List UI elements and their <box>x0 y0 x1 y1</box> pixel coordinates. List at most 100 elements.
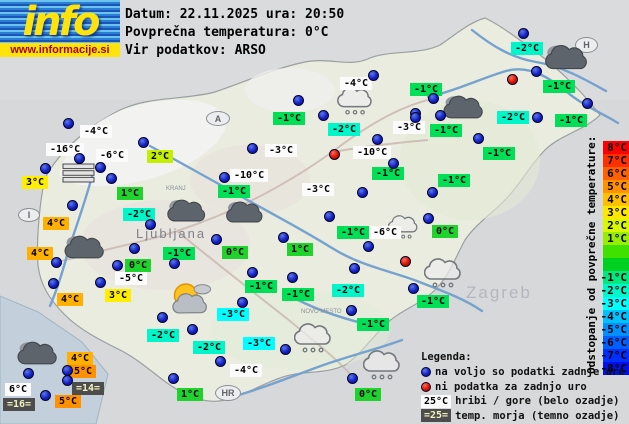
station-label: =14= <box>72 382 105 395</box>
country-badge-i: I <box>18 208 40 222</box>
station-dot-red <box>400 256 411 267</box>
station-dot-blue <box>247 267 258 278</box>
station-label: -10°C <box>353 146 392 159</box>
logo-url-link[interactable]: www.informacije.si <box>0 43 120 57</box>
station-dot-blue <box>74 153 85 164</box>
station-dot-blue <box>67 200 78 211</box>
station-label: 0°C <box>125 259 152 272</box>
station-label: -2°C <box>193 341 226 354</box>
scale-segment: 6°C <box>603 167 629 180</box>
scale-segment: -4°C <box>600 310 629 323</box>
station-label: -16°C <box>46 143 85 156</box>
station-dot-blue <box>145 219 156 230</box>
station-label: 4°C <box>67 352 94 365</box>
station-dot-blue <box>287 272 298 283</box>
station-label: -3°C <box>393 121 426 134</box>
scale-segment: 8°C <box>603 141 629 154</box>
station-label: -10°C <box>230 169 269 182</box>
station-dot-blue <box>168 373 179 384</box>
station-label: -1°C <box>438 174 471 187</box>
station-label: -1°C <box>273 112 306 125</box>
station-label: 5°C <box>70 365 97 378</box>
station-label: 4°C <box>43 217 70 230</box>
station-label: -1°C <box>372 167 405 180</box>
station-dot-blue <box>247 143 258 154</box>
blue-dot-icon <box>421 367 431 378</box>
legend-item: =25= temp. morja (temno ozadje) <box>421 409 625 424</box>
scale-title: Odstopanje od povprečne temperature: <box>585 135 598 374</box>
station-label: -2°C <box>328 123 361 136</box>
station-dot-red <box>329 149 340 160</box>
station-dot-blue <box>473 133 484 144</box>
station-label: 1°C <box>117 187 144 200</box>
station-label: -1°C <box>282 288 315 301</box>
station-label: -3°C <box>265 144 298 157</box>
station-label: -2°C <box>497 111 530 124</box>
cloud-drizzle-icon <box>337 86 375 116</box>
station-label: -4°C <box>80 125 113 138</box>
scale-segment <box>603 258 629 271</box>
scale-segment: -1°C <box>600 271 629 284</box>
station-label: -6°C <box>369 226 402 239</box>
scale-segment: -6°C <box>600 336 629 349</box>
station-dot-blue <box>357 187 368 198</box>
legend-item: na voljo so podatki zadnje ure <box>421 365 625 380</box>
station-dot-blue <box>363 241 374 252</box>
site-logo[interactable]: info <box>0 0 120 43</box>
station-label: -2°C <box>332 284 365 297</box>
station-dot-blue <box>48 278 59 289</box>
city-label: Ljubljana <box>136 226 207 241</box>
station-label: -1°C <box>543 80 576 93</box>
fog-icon <box>62 163 96 183</box>
cloud-dark-icon <box>17 339 61 366</box>
station-dot-blue <box>62 375 73 386</box>
station-label: 4°C <box>27 247 54 260</box>
station-dot-blue <box>280 344 291 355</box>
cloud-dark-icon <box>443 93 487 120</box>
scale-segment: -5°C <box>600 323 629 336</box>
station-dot-blue <box>63 118 74 129</box>
temperature-scale-bar: 8°C 7°C 6°C 5°C 4°C 3°C 2°C 1°C -1°C -2°C -3°C -4°C… <box>600 141 629 375</box>
red-dot-icon <box>421 381 431 392</box>
header-avg-temp-line: Povprečna temperatura: 0°C <box>125 25 329 40</box>
station-label: 0°C <box>432 225 459 238</box>
station-label: -3°C <box>302 183 335 196</box>
station-label: -1°C <box>555 114 588 127</box>
scale-segment <box>603 245 629 258</box>
station-dot-blue <box>531 66 542 77</box>
legend-item: ni podatka za zadnjo uro <box>421 380 625 395</box>
legend-item-text: hribi / gore (belo ozadje) <box>455 395 620 408</box>
station-dot-blue <box>51 257 62 268</box>
station-label: -1°C <box>163 247 196 260</box>
logo-text: info <box>22 0 100 43</box>
station-label: -1°C <box>218 185 251 198</box>
station-label: 1°C <box>287 243 314 256</box>
scale-segment: -2°C <box>600 284 629 297</box>
station-label: -1°C <box>337 226 370 239</box>
station-dot-blue <box>388 158 399 169</box>
station-dot-blue <box>427 187 438 198</box>
cloud-drizzle-icon <box>423 257 464 289</box>
station-label: 1°C <box>177 388 204 401</box>
header-source-line: Vir podatkov: ARSO <box>125 43 266 58</box>
city-label: NOVO MESTO <box>301 309 342 315</box>
legend-item-text: na voljo so podatki zadnje ure <box>435 366 625 379</box>
cloud-dark-icon <box>226 199 266 224</box>
station-dot-blue <box>347 373 358 384</box>
station-label: -5°C <box>115 272 148 285</box>
station-dot-blue <box>138 137 149 148</box>
legend: Legenda: na voljo so podatki zadnje ure n… <box>421 351 625 423</box>
station-label: -3°C <box>243 337 276 350</box>
station-label: 4°C <box>57 293 84 306</box>
station-dot-blue <box>349 263 360 274</box>
station-dot-blue <box>428 93 439 104</box>
station-label: 3°C <box>22 176 49 189</box>
station-label: -4°C <box>340 77 373 90</box>
station-dot-blue <box>410 112 421 123</box>
station-dot-blue <box>346 305 357 316</box>
station-label: 2°C <box>147 150 174 163</box>
scale-segment: -7°C <box>600 349 629 362</box>
legend-item: 25°C hribi / gore (belo ozadje) <box>421 394 625 409</box>
scale-segment: 3°C <box>603 206 629 219</box>
